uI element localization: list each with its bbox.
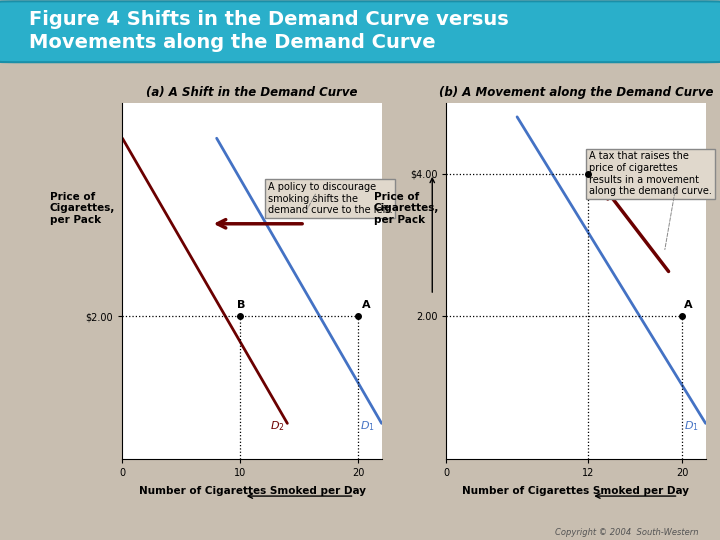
Text: Figure 4 Shifts in the Demand Curve versus
Movements along the Demand Curve: Figure 4 Shifts in the Demand Curve vers…	[29, 10, 508, 52]
Text: A tax that raises the
price of cigarettes
results in a movement
along the demand: A tax that raises the price of cigarette…	[589, 152, 712, 196]
Text: Copyright © 2004  South-Western: Copyright © 2004 South-Western	[555, 528, 698, 537]
Title: (a) A Shift in the Demand Curve: (a) A Shift in the Demand Curve	[146, 86, 358, 99]
Text: Price of
Cigarettes,
per Pack: Price of Cigarettes, per Pack	[374, 192, 439, 225]
Text: $D_2$: $D_2$	[270, 419, 284, 433]
Text: A policy to discourage
smoking shifts the
demand curve to the left.: A policy to discourage smoking shifts th…	[268, 182, 392, 215]
FancyBboxPatch shape	[0, 1, 720, 62]
Text: $D_1$: $D_1$	[685, 419, 699, 433]
Text: $D_1$: $D_1$	[361, 419, 375, 433]
X-axis label: Number of Cigarettes Smoked per Day: Number of Cigarettes Smoked per Day	[138, 487, 366, 496]
X-axis label: Number of Cigarettes Smoked per Day: Number of Cigarettes Smoked per Day	[462, 487, 690, 496]
Text: Price of
Cigarettes,
per Pack: Price of Cigarettes, per Pack	[50, 192, 115, 225]
Text: A: A	[361, 300, 370, 310]
Text: A: A	[685, 300, 693, 310]
Title: (b) A Movement along the Demand Curve: (b) A Movement along the Demand Curve	[438, 86, 714, 99]
Text: C: C	[590, 157, 598, 167]
Text: B: B	[237, 300, 245, 310]
